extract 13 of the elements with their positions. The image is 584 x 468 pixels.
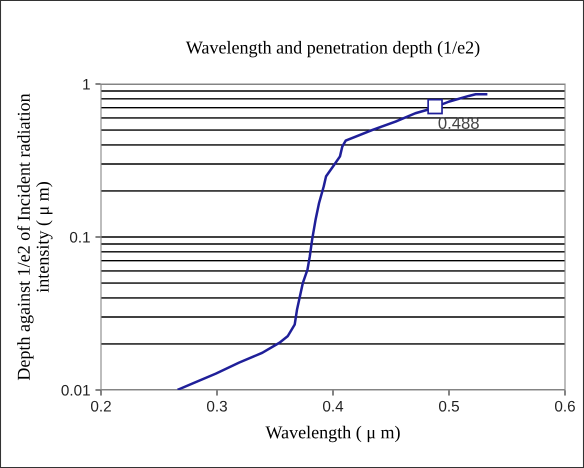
y-axis-title: Depth against 1/e2 of Incident radiation intensity ( μ m)	[16, 94, 53, 380]
x-tick-label: 0.4	[322, 400, 344, 412]
chart-title: Wavelength and penetration depth (1/e2)	[186, 40, 480, 58]
y-tick-label: 0.01	[61, 384, 90, 396]
line-series	[177, 93, 488, 390]
y-tick-label: 0.1	[70, 232, 90, 243]
x-axis-title: Wavelength ( μ m)	[265, 426, 400, 442]
x-tick-label: 0.3	[206, 400, 227, 412]
x-tick-label: 0.2	[90, 400, 111, 412]
y-tick-label: 1	[83, 79, 90, 90]
x-tick-label: 0.6	[554, 400, 575, 412]
x-tick-label: 0.5	[438, 400, 459, 412]
annotation: 0.488	[438, 117, 479, 129]
